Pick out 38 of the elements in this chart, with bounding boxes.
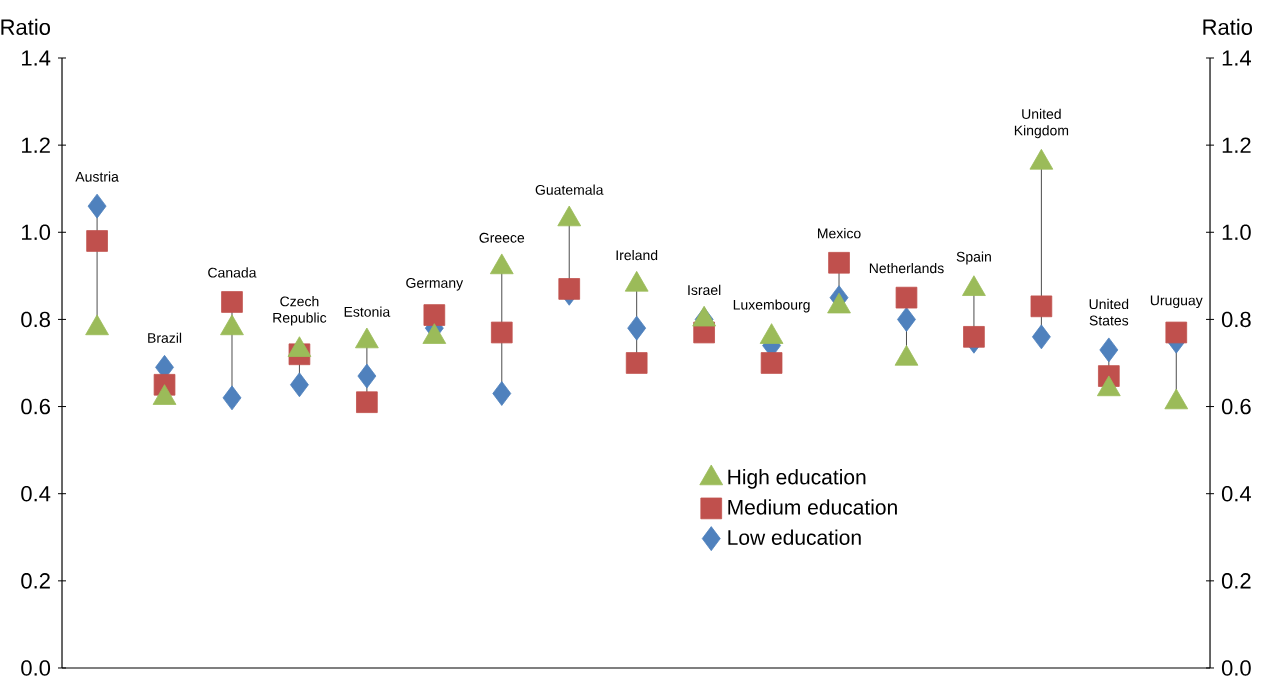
- y2-tick-label: 0.2: [1221, 573, 1251, 589]
- x-tick-label: Uruguay: [1150, 295, 1203, 309]
- y-tick-label: 1.4: [22, 50, 51, 66]
- y2-tick-label: 0.4: [1221, 485, 1252, 502]
- x-tick-label: United Kingdom: [1014, 108, 1069, 139]
- x-tick-label: Mexico: [818, 228, 861, 239]
- legend-label: High education: [728, 469, 866, 489]
- y-tick-label: 0.2: [21, 573, 50, 589]
- y-tick-label: 0.6: [21, 398, 50, 415]
- y2-axis-title: Ratio: [1203, 18, 1252, 35]
- y2-tick-label: 1.0: [1222, 224, 1251, 241]
- y2-tick-label: 0.6: [1221, 398, 1251, 415]
- x-tick-label: Brazil: [148, 332, 182, 343]
- y2-tick-label: 1.2: [1222, 137, 1251, 153]
- legend-label: Low education: [728, 529, 861, 545]
- legend-label: Medium education: [728, 499, 897, 515]
- y-tick-label: 1.0: [22, 224, 51, 241]
- x-tick-label: United States: [1089, 298, 1129, 326]
- x-tick-label: Guatemala: [535, 184, 604, 195]
- y-axis-title: Ratio: [1, 18, 50, 35]
- y2-tick-label: 0.8: [1221, 311, 1251, 328]
- x-tick-label: Germany: [406, 278, 464, 291]
- x-tick-label: Ireland: [616, 249, 658, 261]
- x-tick-label: Greece: [479, 232, 525, 243]
- x-tick-label: Czech Republic: [273, 296, 327, 326]
- x-tick-label: Luxembourg: [733, 299, 810, 313]
- x-tick-label: Netherlands: [869, 262, 944, 274]
- y-tick-label: 1.2: [22, 137, 50, 153]
- y2-tick-label: 1.4: [1222, 50, 1252, 66]
- x-tick-label: Estonia: [344, 306, 391, 317]
- y-tick-label: 0.4: [21, 485, 51, 502]
- x-tick-label: Canada: [208, 267, 257, 278]
- y-tick-label: 0.8: [21, 311, 50, 328]
- y-tick-label: 0.0: [21, 660, 51, 676]
- x-tick-label: Austria: [75, 171, 119, 182]
- x-tick-label: Israel: [688, 284, 721, 296]
- y2-tick-label: 0.0: [1221, 660, 1251, 676]
- x-tick-label: Spain: [956, 251, 991, 265]
